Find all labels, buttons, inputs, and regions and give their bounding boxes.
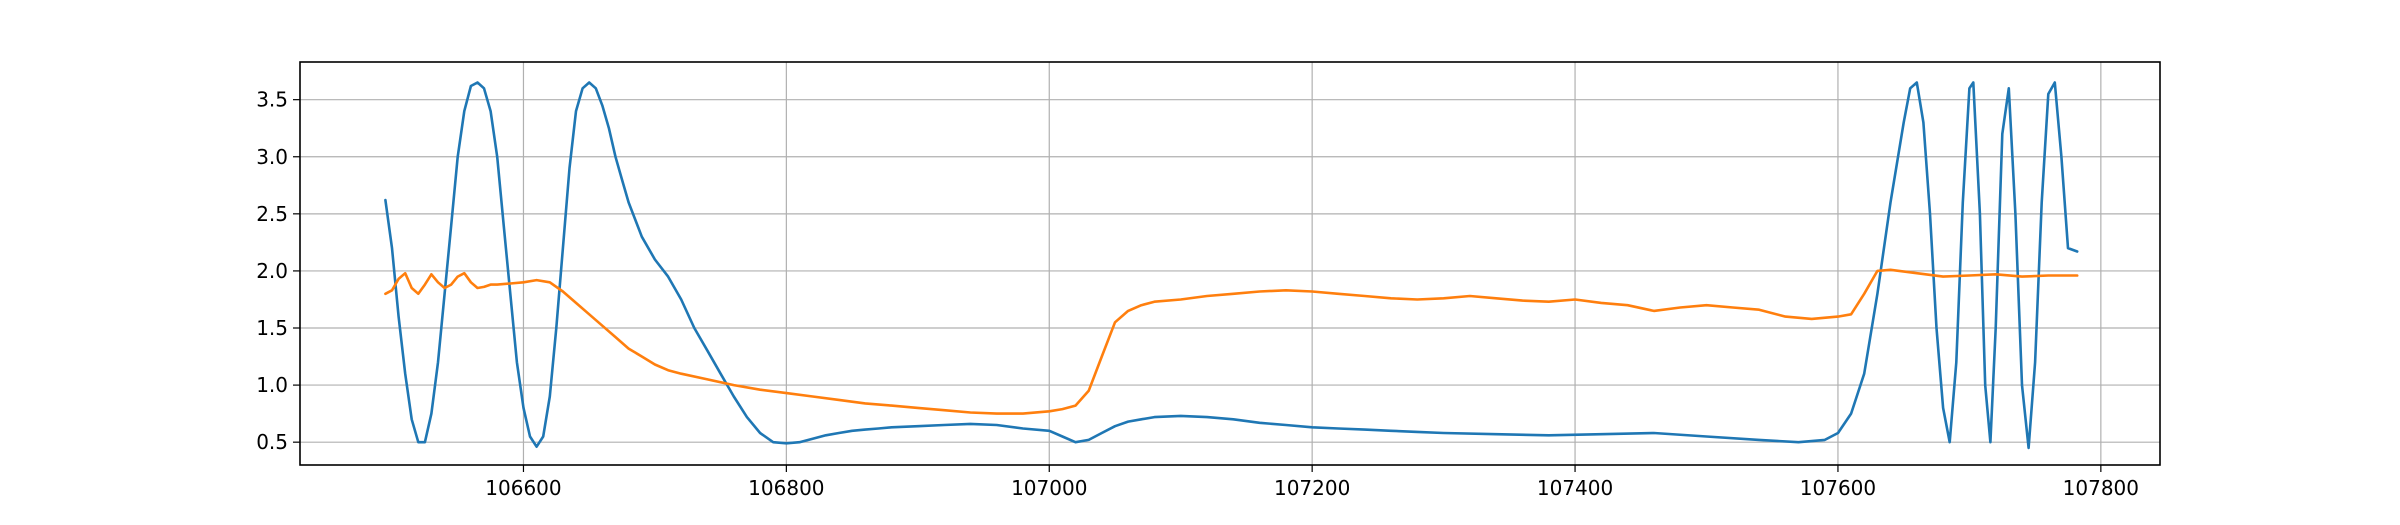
y-axis: 0.5 1.0 1.5 2.0 2.5 3.0 3.5	[256, 88, 300, 454]
y-tick-label: 1.5	[256, 316, 288, 340]
x-axis: 106600 106800 107000 107200 107400 107600 1078…	[485, 465, 2139, 500]
x-tick-label: 107600	[1800, 476, 1876, 500]
series-layer	[384, 81, 2079, 450]
series-line-1	[384, 81, 2079, 450]
y-tick-label: 3.0	[256, 145, 288, 169]
axes-frame	[299, 61, 2161, 466]
y-tick-label: 3.5	[256, 88, 288, 112]
x-tick-label: 106800	[748, 476, 824, 500]
x-tick-label: 107200	[1274, 476, 1350, 500]
y-tick-label: 2.0	[256, 259, 288, 283]
x-tick-label: 107800	[2063, 476, 2139, 500]
x-tick-label: 107000	[1011, 476, 1087, 500]
y-tick-label: 0.5	[256, 430, 288, 454]
grid	[300, 62, 2160, 465]
y-tick-label: 1.0	[256, 373, 288, 397]
x-tick-label: 106600	[485, 476, 561, 500]
y-tick-label: 2.5	[256, 202, 288, 226]
x-tick-label: 107400	[1537, 476, 1613, 500]
series-line-2	[384, 268, 2079, 415]
